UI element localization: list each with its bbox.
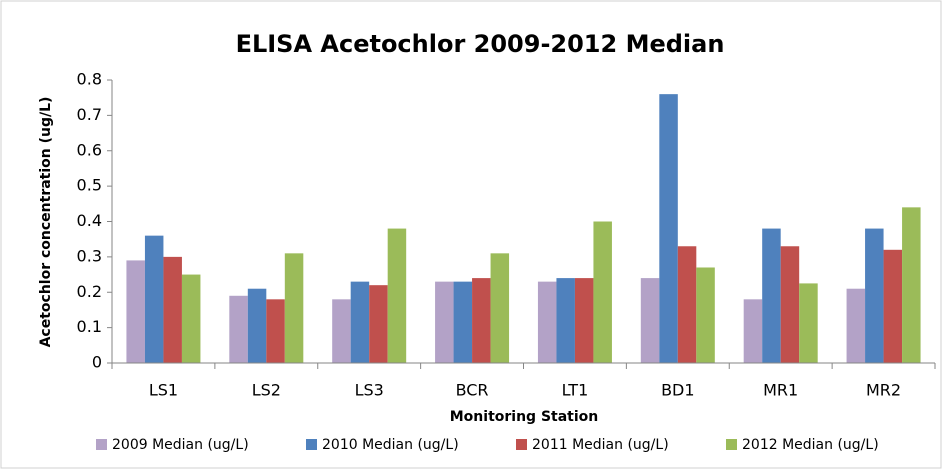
bar	[126, 260, 145, 363]
bar	[387, 228, 407, 363]
legend-label: 2012 Median (ug/L)	[742, 437, 879, 453]
bar	[883, 249, 903, 363]
y-tick-label: 0.7	[77, 105, 102, 124]
bar	[332, 299, 351, 363]
legend-label: 2009 Median (ug/L)	[112, 437, 249, 453]
y-tick-label: 0.4	[77, 211, 102, 230]
y-tick-label: 0	[92, 353, 102, 372]
bar	[266, 299, 285, 363]
legend-swatch	[96, 439, 107, 450]
y-tick-label: 0.5	[77, 176, 102, 195]
legend-swatch	[516, 439, 527, 450]
bar	[490, 253, 510, 363]
bar	[677, 246, 697, 363]
y-tick-label: 0.1	[77, 317, 102, 336]
x-tick-label: LS2	[252, 381, 281, 400]
bar	[762, 228, 781, 363]
bar	[574, 278, 594, 363]
bar	[865, 228, 884, 363]
bar	[780, 246, 800, 363]
y-tick-label: 0.6	[77, 140, 102, 159]
x-tick-label: LT1	[562, 381, 589, 400]
bar	[846, 288, 866, 363]
x-tick-label: LS3	[355, 381, 384, 400]
chart-title: ELISA Acetochlor 2009-2012 Median	[236, 30, 725, 58]
bar	[472, 278, 491, 363]
bar	[453, 281, 473, 363]
bar	[659, 94, 678, 364]
x-tick-label: MR1	[763, 381, 798, 400]
legend-swatch	[726, 439, 737, 450]
bar	[229, 295, 248, 363]
bar	[247, 288, 267, 363]
y-tick-label: 0.8	[77, 70, 102, 89]
x-axis-label: Monitoring Station	[450, 409, 599, 425]
bar	[435, 281, 454, 363]
bar	[144, 235, 164, 363]
bar	[181, 274, 201, 363]
bar	[284, 253, 304, 363]
bar	[743, 299, 763, 363]
x-tick-label: BCR	[456, 381, 489, 400]
legend-label: 2010 Median (ug/L)	[322, 437, 459, 453]
bar	[799, 283, 818, 363]
x-tick-label: BD1	[661, 381, 694, 400]
x-tick-label: LS1	[149, 381, 178, 400]
y-tick-label: 0.3	[77, 246, 102, 265]
y-axis-label: Acetochlor concentration (ug/L)	[38, 97, 54, 348]
bar	[902, 207, 921, 363]
bar	[163, 256, 182, 363]
bar	[537, 281, 557, 363]
bar	[556, 278, 575, 363]
bar	[593, 221, 612, 363]
legend-label: 2011 Median (ug/L)	[532, 437, 669, 453]
x-tick-label: MR2	[866, 381, 901, 400]
bar	[640, 278, 660, 363]
bar	[350, 281, 370, 363]
legend-swatch	[306, 439, 317, 450]
bar	[696, 267, 715, 363]
y-tick-label: 0.2	[77, 282, 102, 301]
bar	[369, 285, 388, 363]
